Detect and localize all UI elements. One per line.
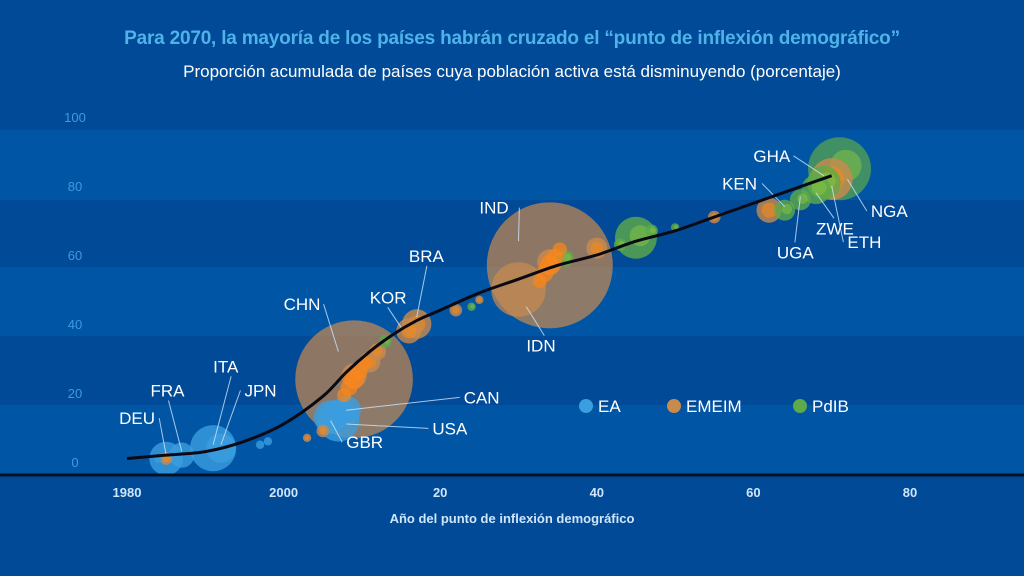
country-label-nga: NGA (871, 202, 909, 221)
scatter-point-core (552, 242, 567, 257)
country-label-usa: USA (432, 419, 468, 438)
y-axis-ticks: 0 20 40 60 80 100 (64, 110, 86, 470)
x-tick-label: 80 (903, 485, 917, 500)
scatter-point-highlight (470, 304, 475, 309)
country-label-jpn: JPN (244, 381, 276, 400)
legend-label: EA (598, 397, 621, 416)
chart-subtitle: Proporción acumulada de países cuya pobl… (183, 62, 841, 81)
scatter-point-highlight (649, 227, 657, 234)
legend-marker-icon (579, 399, 593, 413)
y-tick-label: 60 (68, 248, 82, 263)
country-label-gbr: GBR (346, 433, 383, 452)
y-tick-label: 80 (68, 179, 82, 194)
x-tick-label: 40 (590, 485, 604, 500)
legend-item-emeim: EMEIM (667, 397, 742, 416)
scatter-point-highlight (304, 435, 310, 441)
scatter-point-highlight (318, 427, 327, 435)
country-label-chn: CHN (284, 295, 321, 314)
scatter-point-highlight (590, 241, 604, 255)
scatter-point-highlight (452, 306, 460, 314)
annotation-leader-line (416, 265, 428, 318)
country-label-bra: BRA (409, 247, 445, 266)
scatter-point-ea (255, 440, 265, 449)
legend-marker-icon (793, 399, 807, 413)
annotation-leaders (158, 155, 868, 456)
country-label-uga: UGA (777, 243, 815, 262)
country-label-kor: KOR (370, 288, 407, 307)
country-labels: DEU FRA ITA JPN CHN KOR BRA CAN USA GBR IND IDN GHA K… (119, 147, 908, 452)
country-label-idn: IDN (526, 337, 555, 356)
country-label-zwe: ZWE (816, 219, 854, 238)
scatter-point-highlight (476, 297, 482, 303)
x-tick-label: 2000 (269, 485, 298, 500)
y-tick-label: 40 (68, 317, 82, 332)
country-label-ind: IND (479, 199, 508, 218)
scatter-point-highlight (797, 193, 808, 204)
trend-line (126, 174, 833, 461)
annotation-leader-line (158, 417, 167, 456)
x-axis-title: Año del punto de inflexión demográfico (390, 511, 635, 526)
annotation-leader-line (346, 396, 460, 411)
annotation-leader-line (212, 376, 232, 445)
annotation-leader-line (168, 400, 183, 452)
legend-item-pdib: PdIB (793, 397, 849, 416)
country-label-deu: DEU (119, 409, 155, 428)
x-axis-ticks: 1980 2000 20 40 60 80 (113, 485, 918, 500)
scatter-point-core (357, 356, 372, 371)
country-label-ita: ITA (213, 357, 239, 376)
legend-label: EMEIM (686, 397, 742, 416)
scatter-point-highlight (562, 253, 572, 262)
scatter-point-highlight (673, 224, 679, 230)
country-label-can: CAN (464, 388, 500, 407)
annotation-leader-line (794, 196, 801, 243)
y-tick-label: 0 (71, 455, 78, 470)
background-band (0, 100, 1024, 130)
x-tick-label: 1980 (113, 485, 142, 500)
chart-title: Para 2070, la mayoría de los países habr… (124, 28, 900, 49)
scatter-point-highlight (811, 180, 827, 196)
annotation-leader-line (525, 306, 545, 336)
x-tick-label: 20 (433, 485, 447, 500)
country-label-gha: GHA (753, 147, 791, 166)
legend: EA EMEIM PdIB (579, 397, 849, 416)
legend-label: PdIB (812, 397, 849, 416)
background-band (0, 336, 1024, 405)
annotation-leader-line (387, 307, 402, 328)
legend-item-ea: EA (579, 397, 621, 416)
y-tick-label: 100 (64, 110, 86, 125)
annotation-leader-line (330, 420, 343, 443)
country-label-fra: FRA (150, 381, 185, 400)
country-label-eth: ETH (847, 233, 881, 252)
country-label-ken: KEN (722, 174, 757, 193)
annotation-leader-line (346, 423, 429, 429)
y-tick-label: 20 (68, 386, 82, 401)
annotation-leader-line (793, 155, 825, 177)
scatter-point-highlight (761, 202, 777, 218)
annotation-leader-line (220, 390, 241, 445)
annotation-leader-line (323, 304, 339, 352)
annotation-leader-line (815, 192, 835, 219)
annotation-leader-line (831, 185, 844, 243)
annotation-leader-line (846, 178, 868, 212)
legend-marker-icon (667, 399, 681, 413)
x-tick-label: 60 (746, 485, 760, 500)
scatter-point-emeim (491, 262, 546, 317)
annotation-leader-line (518, 207, 520, 242)
scatter-point-ea (263, 437, 273, 446)
